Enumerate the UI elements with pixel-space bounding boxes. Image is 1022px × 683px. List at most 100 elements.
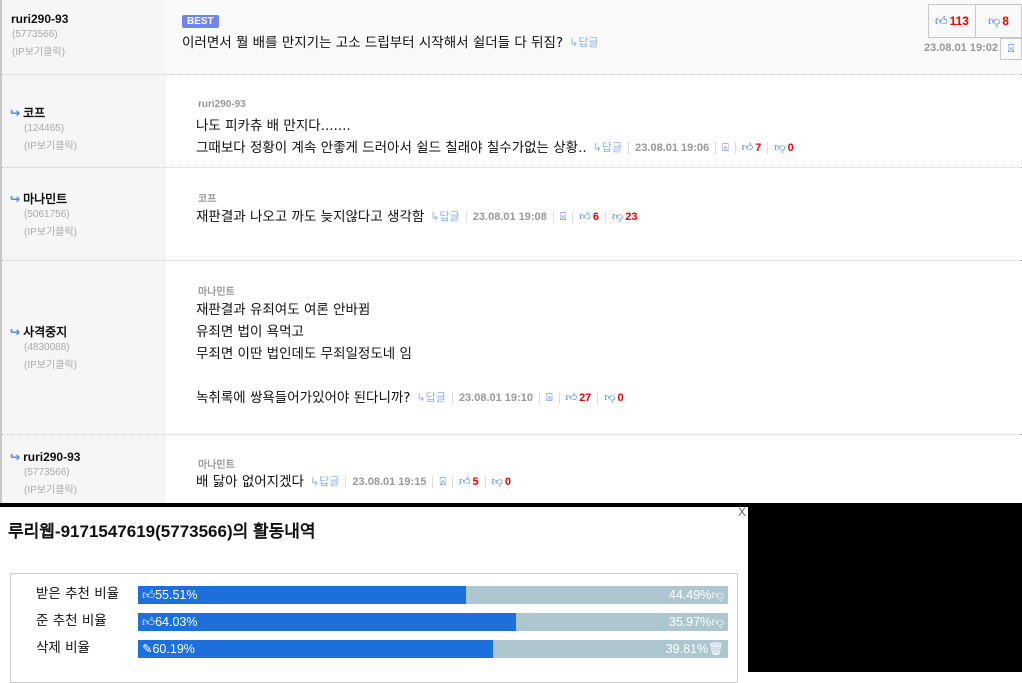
thumbs-up-icon: 👍︎ bbox=[142, 615, 156, 629]
comment-text: 이러면서 뭘 배를 만지기는 고소 드립부터 시작해서 쉴더들 다 뒤짐? bbox=[182, 35, 564, 51]
best-comment: ruri290-93 (5773566) (IP보기클릭) BEST 이러면서 … bbox=[2, 0, 1022, 75]
author-nickname[interactable]: ruri290-93 bbox=[11, 12, 69, 26]
report-bell-icon[interactable]: ⍓ bbox=[1000, 38, 1022, 60]
comment-line: 녹취록에 쌍욕들어가있어야 된다니까? bbox=[196, 390, 411, 406]
best-badge: BEST bbox=[182, 15, 219, 28]
comment-list: ruri290-93 (5773566) (IP보기클릭) BEST 이러면서 … bbox=[0, 0, 1022, 505]
stat-label: 받은 추천 비율 bbox=[36, 586, 120, 602]
downvote-button[interactable]: 👎︎ 8 bbox=[975, 5, 1021, 37]
reply-arrow-icon: ↪ bbox=[10, 105, 21, 120]
left-percent: 60.19% bbox=[152, 642, 195, 656]
report-bell-icon[interactable]: ⍓ bbox=[439, 476, 447, 488]
thumbs-down-icon: 👎︎ bbox=[491, 476, 503, 488]
upvote-button[interactable]: 👍︎ 5 bbox=[459, 476, 479, 488]
activity-popup: X 루리웹-9171547619(5773566)의 활동내역 받은 추천 비율… bbox=[0, 505, 748, 683]
reply-link[interactable]: ↳답글 bbox=[592, 142, 623, 154]
divider bbox=[452, 476, 454, 488]
upvote-button[interactable]: 👍︎ 27 bbox=[565, 392, 592, 404]
report-bell-icon[interactable]: ⍓ bbox=[722, 142, 729, 154]
upvote-button[interactable]: 👍︎ 113 bbox=[935, 13, 969, 29]
reply-link[interactable]: ↳답글 bbox=[430, 211, 460, 223]
comment-line: 배 닳아 없어지겠다 bbox=[196, 474, 304, 490]
comment-date: 23.08.01 19:15 bbox=[352, 476, 427, 488]
trash-icon: 🗑︎ bbox=[708, 642, 724, 656]
author-nickname[interactable]: 코프 bbox=[23, 106, 46, 120]
left-percent: 64.03% bbox=[155, 615, 198, 629]
divider bbox=[538, 392, 540, 404]
divider bbox=[572, 211, 574, 223]
upvote-button[interactable]: 👍︎ 7 bbox=[741, 142, 762, 154]
ip-view-link[interactable]: (IP보기클릭) bbox=[24, 227, 77, 238]
thumbs-up-icon: 👍︎ bbox=[142, 588, 156, 602]
divider bbox=[734, 142, 736, 154]
stats-box: 받은 추천 비율 👍︎55.51% 44.49%👎︎ 준 추천 비율 👍︎64.… bbox=[10, 573, 738, 683]
reply-arrow-icon: ↪ bbox=[10, 324, 21, 339]
thumbs-up-icon: 👍︎ bbox=[565, 392, 578, 404]
ratio-bar: ✎60.19% 39.81%🗑︎ bbox=[138, 640, 728, 658]
divider bbox=[605, 211, 607, 223]
comment-line: 유죄면 법이 욕먹고 bbox=[196, 324, 304, 340]
right-percent: 44.49% bbox=[668, 588, 712, 602]
comment-date: 23.08.01 19:02 bbox=[923, 42, 998, 54]
overlay-backdrop bbox=[0, 503, 1022, 507]
downvote-button[interactable]: 👎︎ 23 bbox=[612, 211, 638, 223]
comment-line: 나도 피카츄 배 만지다....... bbox=[196, 118, 351, 134]
ip-view-link[interactable]: (IP보기클릭) bbox=[24, 141, 77, 152]
author-nickname[interactable]: 마나민트 bbox=[23, 192, 68, 206]
close-button[interactable]: X bbox=[738, 505, 747, 519]
downvote-button[interactable]: 👎︎ 0 bbox=[604, 392, 624, 404]
left-percent: 55.51% bbox=[155, 588, 198, 602]
reply-comment: ↪ 마나민트 (5061756) (IP보기클릭) 코프 재판결과 나오고 까도 … bbox=[2, 168, 1022, 261]
comment-date: 23.08.01 19:06 bbox=[635, 142, 710, 154]
ip-view-link[interactable]: (IP보기클릭) bbox=[24, 360, 77, 371]
divider bbox=[484, 476, 486, 488]
author-nickname[interactable]: ruri290-93 bbox=[23, 450, 81, 464]
ip-view-link[interactable]: (IP보기클릭) bbox=[24, 485, 77, 496]
ratio-fill bbox=[138, 586, 466, 604]
author-column: ↪ 코프 (124465) (IP보기클릭) bbox=[2, 75, 166, 167]
author-nickname[interactable]: 사격중지 bbox=[23, 325, 68, 339]
stat-label: 삭제 비율 bbox=[36, 640, 90, 656]
comment-line: 재판결과 나오고 까도 늦지않다고 생각함 bbox=[196, 209, 425, 225]
divider bbox=[628, 142, 630, 154]
author-column: ↪ 사격중지 (4830088) (IP보기클릭) bbox=[2, 261, 166, 434]
stat-label: 준 추천 비율 bbox=[36, 613, 107, 629]
stat-row: 준 추천 비율 👍︎64.03% 35.97%👎︎ bbox=[11, 611, 739, 631]
author-id: (5773566) bbox=[24, 467, 70, 478]
reply-link[interactable]: ↳답글 bbox=[416, 392, 446, 404]
thumbs-up-icon: 👍︎ bbox=[459, 476, 471, 488]
author-column: ↪ ruri290-93 (5773566) (IP보기클릭) bbox=[2, 435, 166, 504]
divider bbox=[767, 142, 769, 154]
downvote-button[interactable]: 👎︎ 0 bbox=[491, 476, 511, 488]
reply-link[interactable]: ↳답글 bbox=[309, 476, 340, 488]
right-percent: 35.97% bbox=[668, 615, 712, 629]
report-bell-icon[interactable]: ⍓ bbox=[559, 211, 567, 223]
stat-row: 삭제 비율 ✎60.19% 39.81%🗑︎ bbox=[11, 638, 739, 658]
reply-comment: ↪ 코프 (124465) (IP보기클릭) ruri290-93 나도 피카츄 … bbox=[2, 75, 1022, 168]
comment-date: 23.08.01 19:08 bbox=[472, 211, 547, 223]
report-bell-icon[interactable]: ⍓ bbox=[545, 392, 553, 404]
author-id: (4830088) bbox=[24, 342, 70, 353]
comment-line: 재판결과 유죄여도 여론 안바뀜 bbox=[196, 302, 371, 318]
divider bbox=[451, 392, 453, 404]
downvote-button[interactable]: 👎︎ 0 bbox=[774, 142, 794, 154]
right-percent: 39.81% bbox=[665, 642, 709, 656]
overlay-backdrop bbox=[748, 503, 1022, 672]
stat-row: 받은 추천 비율 👍︎55.51% 44.49%👎︎ bbox=[11, 584, 739, 604]
author-column: ↪ 마나민트 (5061756) (IP보기클릭) bbox=[2, 168, 166, 260]
ip-view-link[interactable]: (IP보기클릭) bbox=[12, 47, 65, 58]
quoted-author: 코프 bbox=[198, 194, 217, 205]
author-column: ruri290-93 (5773566) (IP보기클릭) bbox=[2, 0, 166, 74]
reply-link[interactable]: ↳답글 bbox=[569, 37, 599, 49]
author-id: (5061756) bbox=[24, 209, 70, 220]
author-id: (124465) bbox=[24, 123, 65, 134]
ratio-bar: 👍︎55.51% 44.49%👎︎ bbox=[138, 586, 728, 604]
thumbs-down-icon: 👎︎ bbox=[988, 13, 1001, 28]
thumbs-up-icon: 👍︎ bbox=[579, 211, 591, 223]
upvote-button[interactable]: 👍︎ 6 bbox=[579, 211, 600, 223]
divider bbox=[558, 392, 560, 404]
author-id: (5773566) bbox=[12, 29, 58, 40]
divider bbox=[345, 476, 347, 488]
comment-line: 무죄면 이딴 법인데도 무죄일정도네 임 bbox=[196, 346, 412, 362]
divider bbox=[552, 211, 554, 223]
